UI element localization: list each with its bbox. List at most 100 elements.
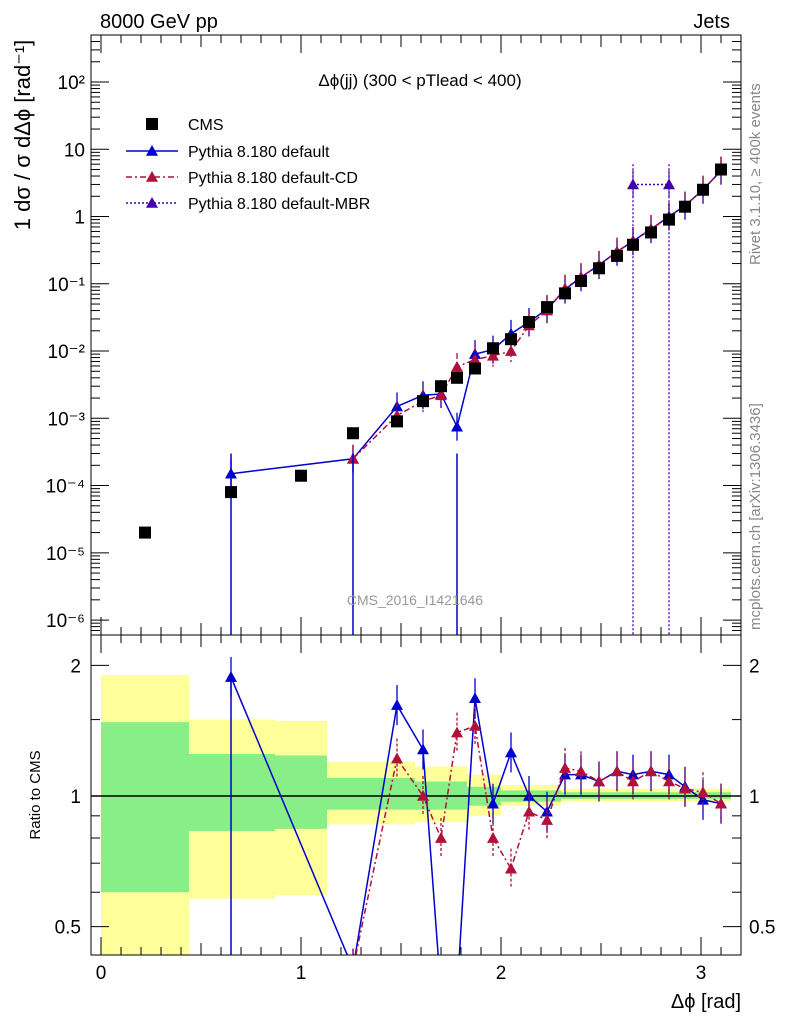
y-tick-label: 10⁻¹ xyxy=(48,275,86,296)
x-tick-label: 0 xyxy=(96,963,107,984)
x-tick-label: 1 xyxy=(296,963,307,984)
cms-data-point xyxy=(295,469,307,482)
cms-data-point xyxy=(559,287,571,300)
cms-data-point xyxy=(487,342,499,355)
ratio-frame xyxy=(90,634,742,956)
ratio-data-point xyxy=(663,775,675,787)
cms-data-point xyxy=(715,163,727,176)
y-tick-label: 10⁻³ xyxy=(48,409,86,430)
ratio-data-point xyxy=(451,988,463,999)
cms-data-point xyxy=(417,395,429,408)
ratio-data-point xyxy=(417,789,429,801)
legend-label: CMS xyxy=(188,117,224,134)
ratio-uncertainty-bands xyxy=(101,675,731,955)
header-right: Jets xyxy=(693,11,730,33)
cms-data-point xyxy=(645,226,657,239)
cms-data-point xyxy=(391,415,403,428)
y-axis-label-ratio: Ratio to CMS xyxy=(27,750,44,839)
legend-label: Pythia 8.180 default-MBR xyxy=(188,196,370,213)
ratio-data-point xyxy=(627,775,639,787)
x-tick-label: 3 xyxy=(696,963,707,984)
analysis-watermark: CMS_2016_I1421646 xyxy=(347,592,483,608)
cms-data-point xyxy=(451,371,463,384)
cms-data-point xyxy=(139,526,151,539)
ratio-data-point xyxy=(469,719,481,731)
y-tick-label: 10⁻⁵ xyxy=(46,544,85,565)
ratio-data-point xyxy=(715,797,727,809)
cms-data-point xyxy=(697,183,709,196)
ratio-data-point xyxy=(347,963,359,974)
cms-data-point xyxy=(575,275,587,288)
data-point-triangle xyxy=(451,360,463,372)
x-axis-label: Δϕ [rad] xyxy=(671,991,741,1013)
ratio-data-point xyxy=(347,963,359,974)
ratio-data-point xyxy=(505,746,517,758)
cms-data-point xyxy=(611,249,623,262)
data-point-triangle xyxy=(663,178,675,190)
ratio-tick-label: 2 xyxy=(749,656,760,677)
cms-data-point xyxy=(225,486,237,499)
ratio-tick-label: 1 xyxy=(749,787,760,808)
cms-data-point xyxy=(435,380,447,393)
ratio-band-green xyxy=(275,755,327,829)
data-point-triangle xyxy=(627,178,639,190)
ratio-data-point xyxy=(391,752,403,764)
y-tick-label: 10² xyxy=(58,73,85,94)
ratio-band-green xyxy=(189,753,275,832)
legend: CMS Pythia 8.180 default Pythia 8.180 defa… xyxy=(126,117,370,213)
ratio-data-point xyxy=(225,671,237,682)
y-axis-label-main: 1 dσ / σ dΔϕ [rad⁻¹] xyxy=(10,40,35,231)
legend-label: Pythia 8.180 default-CD xyxy=(188,170,358,187)
cms-data-point xyxy=(347,427,359,440)
ratio-data-point xyxy=(505,862,517,874)
legend-label: Pythia 8.180 default xyxy=(188,144,330,161)
ratio-data-point xyxy=(523,805,535,817)
legend-marker xyxy=(146,145,158,156)
ratio-data-point xyxy=(559,762,571,773)
data-point-triangle xyxy=(505,345,517,356)
cms-data-point xyxy=(627,238,639,251)
y-tick-label: 1 xyxy=(74,208,85,229)
x-tick-label: 2 xyxy=(496,963,507,984)
ratio-data-point xyxy=(451,726,463,738)
ratio-plot-area xyxy=(91,657,741,999)
ratio-data-point xyxy=(435,988,447,999)
cms-data-point xyxy=(523,316,535,329)
ratio-data-point xyxy=(523,789,535,801)
legend-marker xyxy=(146,171,158,182)
side-label-mcplots: mcplots.cern.ch [arXiv:1306.3436] xyxy=(747,403,764,630)
ratio-tick-label: 2 xyxy=(70,656,81,677)
plot-title: Δϕ(jj) (300 < pTlead < 400) xyxy=(318,71,521,90)
ratio-data-point xyxy=(575,765,587,777)
legend-marker-cms xyxy=(146,118,158,130)
cms-data-point xyxy=(505,333,517,346)
ratio-data-point xyxy=(435,832,447,843)
ratio-tick-label: 0.5 xyxy=(55,918,81,939)
header-left: 8000 GeV pp xyxy=(100,11,218,33)
ratio-series-line xyxy=(355,724,722,955)
y-tick-label: 10⁻² xyxy=(48,342,86,363)
side-label-rivet: Rivet 3.1.10, ≥ 400k events xyxy=(747,83,764,265)
data-point-triangle xyxy=(435,389,447,401)
y-tick-label: 10⁻⁶ xyxy=(46,611,85,632)
y-tick-label: 10⁻⁴ xyxy=(46,477,85,498)
cms-data-point xyxy=(663,213,675,226)
cms-data-point xyxy=(679,200,691,213)
data-point-triangle xyxy=(451,420,463,432)
ratio-data-point xyxy=(487,797,499,809)
cms-data-point xyxy=(541,301,553,314)
ratio-data-point xyxy=(469,692,481,704)
axes: 10⁻⁶ 10⁻⁵ 10⁻⁴ 10⁻³ 10⁻² 10⁻¹ 1 10 10² 0 1 2 3 0.5 0.5… xyxy=(46,34,775,984)
cms-data-point xyxy=(593,262,605,275)
ratio-band-green xyxy=(327,778,415,810)
ratio-data-point xyxy=(645,765,657,777)
legend-marker xyxy=(146,197,158,208)
ratio-data-point xyxy=(541,814,553,825)
data-point-triangle xyxy=(487,349,499,361)
ratio-data-point xyxy=(391,699,403,710)
ratio-data-point xyxy=(487,832,499,843)
ratio-tick-label: 0.5 xyxy=(749,918,775,939)
ratio-tick-label: 1 xyxy=(70,787,81,808)
data-point-triangle xyxy=(469,353,481,365)
